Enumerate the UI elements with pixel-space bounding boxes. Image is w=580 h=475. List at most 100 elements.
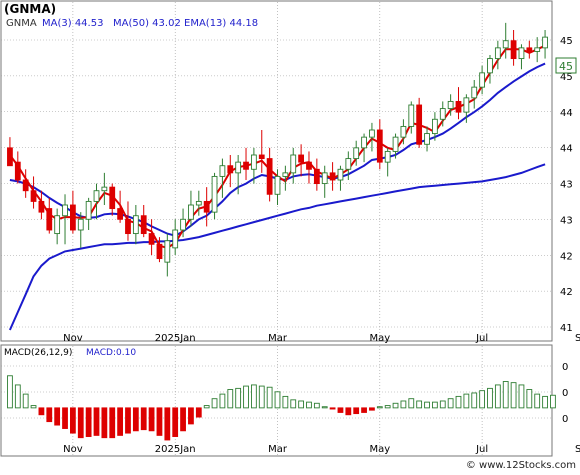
macd-bar xyxy=(424,401,430,409)
x-tick-label: Mar xyxy=(268,333,288,344)
candle-body xyxy=(361,136,367,149)
macd-y-tick-label: 0 xyxy=(562,362,568,373)
y-tick-label: 44 xyxy=(560,144,573,155)
macd-bar xyxy=(534,393,541,409)
macd-bar xyxy=(353,407,360,415)
candle-body xyxy=(219,165,226,177)
macd-bar xyxy=(400,400,407,409)
candle-body xyxy=(227,165,234,174)
legend-ma3: MA(3) 44.53 xyxy=(42,18,103,29)
candle-body xyxy=(416,104,423,145)
macd-bar xyxy=(140,407,147,431)
macd-bar xyxy=(109,407,116,439)
x-tick-label-macd: May xyxy=(369,444,390,455)
candle-body xyxy=(93,190,100,202)
last-price-badge: 45 xyxy=(559,60,573,73)
macd-bar xyxy=(463,393,470,409)
y-tick-label: 42 xyxy=(560,251,573,262)
candle-body xyxy=(251,154,257,170)
macd-bar xyxy=(494,384,501,409)
x-tick-label: May xyxy=(369,333,390,344)
macd-bar xyxy=(70,407,76,434)
candle-body xyxy=(384,150,391,163)
macd-bar xyxy=(329,407,336,410)
macd-bar xyxy=(321,406,328,409)
candle-body xyxy=(125,218,131,235)
macd-bar xyxy=(392,402,399,409)
macd-bar xyxy=(148,407,155,432)
macd-bar xyxy=(125,407,131,434)
macd-bar xyxy=(471,392,478,409)
candle-body xyxy=(455,100,462,113)
candle-body xyxy=(30,190,37,202)
macd-bar xyxy=(432,401,438,409)
legend-ema13: EMA(13) 44.18 xyxy=(184,18,258,29)
candle-body xyxy=(353,147,360,160)
y-tick-label: 45 xyxy=(560,36,573,47)
macd-label: MACD(26,12,9) xyxy=(4,348,72,358)
macd-bar xyxy=(258,385,265,409)
candle-body xyxy=(502,40,509,49)
candle-body xyxy=(424,133,430,145)
macd-y-tick-label: 0 xyxy=(562,414,568,425)
candle-body xyxy=(62,204,68,217)
x-tick-label-macd: 2025Jan xyxy=(155,444,196,455)
macd-bar xyxy=(156,407,163,436)
candle-body xyxy=(38,200,45,213)
macd-bar xyxy=(77,407,84,439)
y-tick-label: 43 xyxy=(560,215,573,226)
candle-body xyxy=(447,100,454,110)
macd-bar xyxy=(542,395,548,409)
x-tick-label-macd: Nov xyxy=(63,444,83,455)
y-tick-label: 44 xyxy=(560,108,573,119)
candle-body xyxy=(266,158,273,195)
candle-body xyxy=(369,129,375,138)
macd-bar xyxy=(526,389,533,409)
macd-bar xyxy=(447,398,454,409)
candle-body xyxy=(376,129,383,163)
candle-body xyxy=(101,186,108,192)
candle-body xyxy=(306,161,312,170)
x-tick-label: 2025Jan xyxy=(155,333,196,344)
candle-body xyxy=(46,208,53,231)
candle-body xyxy=(463,97,470,113)
candle-body xyxy=(321,172,328,185)
candle-body xyxy=(156,243,163,260)
candle-body xyxy=(337,168,344,181)
x-tick-label: Sep xyxy=(575,333,580,344)
macd-bar xyxy=(369,407,375,411)
candle-body xyxy=(164,240,171,263)
candle-body xyxy=(290,154,297,174)
ma50-line xyxy=(8,163,546,331)
macd-bar xyxy=(290,399,297,409)
candle-body xyxy=(117,208,123,220)
macd-bar xyxy=(361,407,367,413)
y-tick-label: 41 xyxy=(560,323,573,334)
macd-bar xyxy=(251,384,257,409)
macd-bar xyxy=(439,400,446,409)
candle-body xyxy=(526,47,533,52)
macd-bar xyxy=(345,407,352,416)
macd-bar xyxy=(172,407,179,437)
macd-bar xyxy=(266,386,273,409)
candle-body xyxy=(282,172,289,177)
candle-body xyxy=(132,215,139,235)
candle-body xyxy=(7,147,13,167)
candle-body xyxy=(298,154,304,163)
candle-body xyxy=(494,47,501,60)
macd-bar xyxy=(164,407,171,441)
macd-bar xyxy=(46,407,53,423)
candle-body xyxy=(400,125,407,138)
legend-ma50: MA(50) 43.02 xyxy=(113,18,181,29)
price-panel-frame xyxy=(0,0,553,342)
candle-body xyxy=(148,233,155,245)
candle-body xyxy=(188,204,194,220)
x-tick-label-macd: Mar xyxy=(268,444,288,455)
candle-body xyxy=(22,179,29,192)
candle-body xyxy=(180,218,186,231)
candle-body xyxy=(172,229,179,249)
macd-bar xyxy=(479,390,485,409)
candle-body xyxy=(258,154,265,160)
macd-bar xyxy=(550,394,556,409)
macd-bar xyxy=(455,395,462,409)
